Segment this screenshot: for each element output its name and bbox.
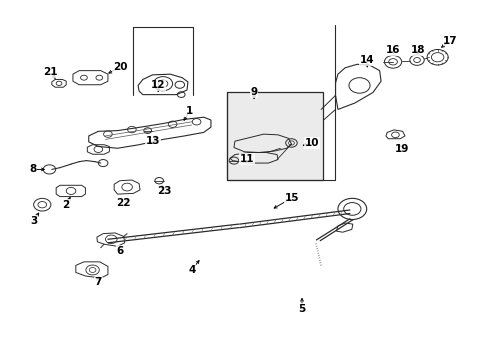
Text: 2: 2	[62, 200, 70, 210]
Text: 4: 4	[188, 265, 195, 275]
Text: 17: 17	[442, 36, 457, 46]
Text: 13: 13	[146, 136, 161, 146]
Text: 18: 18	[410, 45, 425, 55]
Text: 16: 16	[385, 45, 400, 55]
Text: 19: 19	[394, 144, 408, 154]
Text: 20: 20	[112, 62, 127, 72]
Text: 7: 7	[95, 277, 102, 287]
Text: 6: 6	[116, 246, 123, 256]
Text: 21: 21	[43, 67, 58, 77]
Text: 3: 3	[30, 216, 37, 226]
Text: 23: 23	[157, 186, 171, 195]
Text: 14: 14	[359, 55, 373, 65]
Text: 5: 5	[298, 304, 305, 314]
Text: 9: 9	[250, 87, 257, 97]
Text: 1: 1	[185, 106, 193, 116]
Bar	[226, 92, 322, 180]
Text: 15: 15	[285, 193, 299, 203]
Text: 8: 8	[29, 165, 36, 174]
Text: 12: 12	[151, 80, 165, 90]
Text: 11: 11	[239, 154, 254, 164]
Text: 22: 22	[116, 198, 131, 208]
Text: 10: 10	[304, 138, 318, 148]
